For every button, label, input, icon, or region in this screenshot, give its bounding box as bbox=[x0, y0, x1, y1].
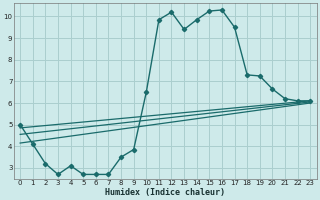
X-axis label: Humidex (Indice chaleur): Humidex (Indice chaleur) bbox=[105, 188, 225, 197]
